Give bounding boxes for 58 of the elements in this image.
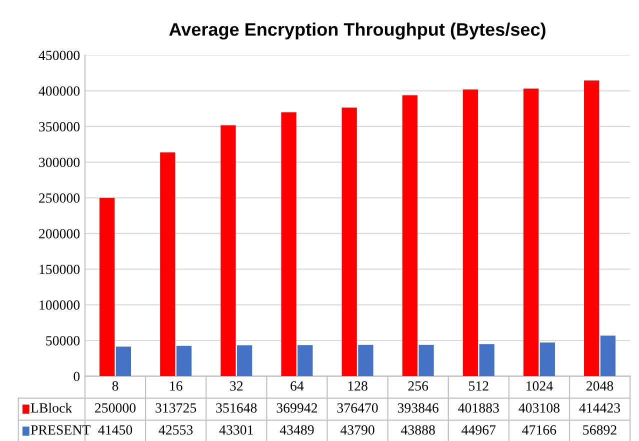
bar: [584, 80, 600, 376]
bar: [358, 344, 374, 376]
data-label: 43301: [219, 425, 253, 435]
x-tick-label: 64: [290, 381, 304, 391]
bar: [176, 346, 192, 376]
data-label: 401883: [458, 403, 499, 413]
y-tick-label: 50000: [46, 336, 80, 346]
y-tick-label: 450000: [38, 50, 80, 60]
data-label: 43790: [340, 425, 374, 435]
data-label: 56892: [583, 425, 616, 435]
data-label: 250000: [95, 403, 136, 413]
x-tick-label: 16: [170, 381, 182, 391]
bar: [220, 125, 236, 376]
bar: [100, 198, 115, 376]
bar: [402, 95, 418, 376]
data-label: 369942: [276, 403, 318, 413]
y-tick-label: 100000: [40, 300, 80, 310]
data-label: 44967: [462, 425, 496, 435]
data-label: 414423: [579, 403, 620, 413]
y-tick-label: 0: [74, 372, 80, 382]
y-tick-label: 300000: [39, 158, 80, 168]
bar: [479, 344, 494, 376]
x-tick-label: 512: [469, 381, 488, 391]
legend-label: PRESENT: [30, 425, 90, 435]
y-tick-label: 400000: [38, 86, 80, 96]
bar: [298, 345, 313, 376]
bar: [523, 88, 539, 376]
x-tick-label: 32: [230, 381, 243, 391]
bar: [160, 152, 176, 376]
data-label: 403108: [518, 403, 560, 413]
y-tick-label: 250000: [39, 193, 80, 203]
data-label: 47166: [522, 425, 556, 435]
data-label: 42553: [158, 425, 193, 435]
bar: [462, 89, 478, 376]
bar: [281, 112, 296, 376]
data-label: 376470: [337, 403, 378, 413]
x-tick-label: 256: [408, 381, 428, 391]
bar: [237, 345, 252, 376]
chart-title: Average Encryption Throughput (Bytes/sec): [169, 22, 546, 40]
data-label: 41450: [98, 425, 132, 435]
bar: [540, 342, 555, 376]
x-tick-label: 1024: [526, 381, 553, 391]
data-label: 43489: [280, 425, 314, 435]
y-tick-label: 150000: [40, 264, 80, 274]
x-tick-label: 128: [348, 381, 368, 391]
y-tick-label: 200000: [39, 229, 80, 238]
x-tick-label: 8: [112, 381, 118, 391]
bar: [418, 344, 434, 376]
data-label: 43888: [400, 425, 435, 435]
data-label: 351648: [216, 403, 257, 413]
data-label: 313725: [156, 403, 196, 413]
bar: [342, 108, 357, 376]
bar: [600, 336, 616, 376]
x-tick-label: 2048: [586, 381, 614, 391]
data-label: 393846: [398, 403, 438, 413]
y-tick-label: 350000: [39, 122, 80, 132]
legend-label: LBlock: [30, 402, 72, 413]
bar: [116, 346, 132, 376]
